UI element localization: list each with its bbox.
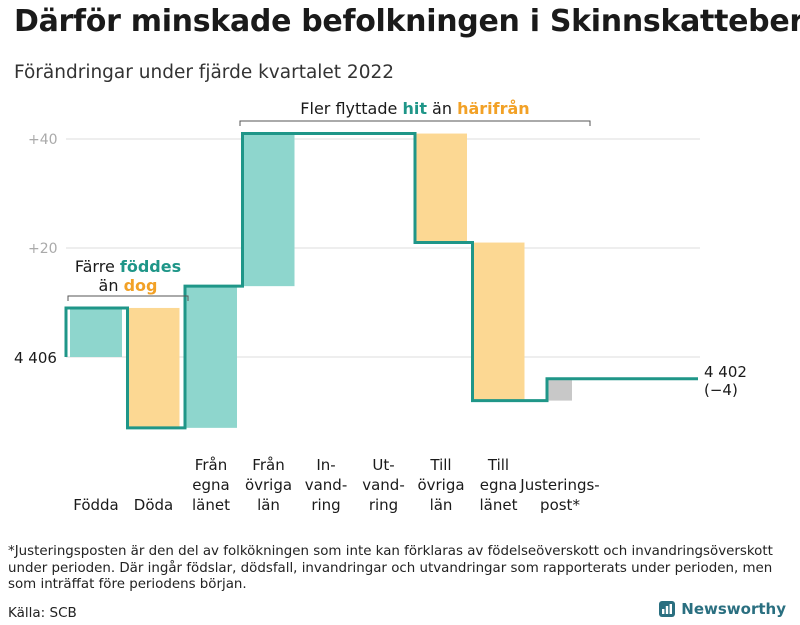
category-label: Födda xyxy=(73,496,119,514)
category-label: Justerings- xyxy=(519,476,599,494)
category-label: län xyxy=(430,496,453,514)
bar-frånegnalänet xyxy=(185,286,237,428)
waterfall-chart: 4 406 +20 +40 4 402(−4) Födda Döda Från egna län… xyxy=(14,99,747,514)
chart-title: Därför minskade befolkningen i Skinnskat… xyxy=(14,4,800,39)
category-label: Döda xyxy=(134,496,173,514)
category-label: Till xyxy=(429,456,451,474)
category-label: ring xyxy=(311,496,340,514)
bar-frånövrigalän xyxy=(242,133,295,287)
category-label: egna xyxy=(480,476,517,494)
category-label: övriga xyxy=(245,476,292,494)
category-label: post* xyxy=(540,496,580,514)
footnote: *Justeringsposten är den del av folkökni… xyxy=(8,544,773,592)
category-label: län xyxy=(257,496,280,514)
category-label: In- xyxy=(316,456,335,474)
category-label: egna xyxy=(192,476,229,494)
brand-name: Newsworthy xyxy=(681,600,786,618)
category-label: vand- xyxy=(362,476,405,494)
start-value-label: 4 406 xyxy=(14,349,57,367)
end-value-label: 4 402 xyxy=(704,363,747,381)
annotation-birth-death-line1: Färre föddes xyxy=(75,257,181,276)
bar-tillövrigalän xyxy=(415,133,467,243)
bar-tillegnalänet xyxy=(472,242,525,401)
category-label: länet xyxy=(192,496,230,514)
source-label: Källa: SCB xyxy=(8,605,77,621)
bracket-birth-death xyxy=(67,295,189,301)
running-total-line xyxy=(64,132,698,430)
category-label: Till xyxy=(487,456,509,474)
category-label: Från xyxy=(195,456,227,474)
category-label: Från xyxy=(252,456,284,474)
annotation-migration: Fler flyttade hit än härifrån xyxy=(300,99,529,118)
bar-justeringspost xyxy=(547,378,572,401)
category-label: Ut- xyxy=(372,456,394,474)
category-label: övriga xyxy=(417,476,464,494)
bar-döda xyxy=(127,307,180,428)
end-change-label: (−4) xyxy=(704,381,738,399)
newsworthy-icon xyxy=(659,601,676,617)
brand-logo: Newsworthy xyxy=(659,600,786,618)
chart-subtitle: Förändringar under fjärde kvartalet 2022 xyxy=(14,62,395,83)
category-label: länet xyxy=(480,496,518,514)
bracket-migration xyxy=(239,120,591,126)
y-tick-label: +20 xyxy=(28,241,58,257)
category-label: ring xyxy=(369,496,398,514)
y-tick-label: +40 xyxy=(28,132,58,148)
category-label: vand- xyxy=(305,476,348,494)
annotation-birth-death-line2: än dog xyxy=(99,276,158,295)
bar-födda xyxy=(70,307,122,357)
